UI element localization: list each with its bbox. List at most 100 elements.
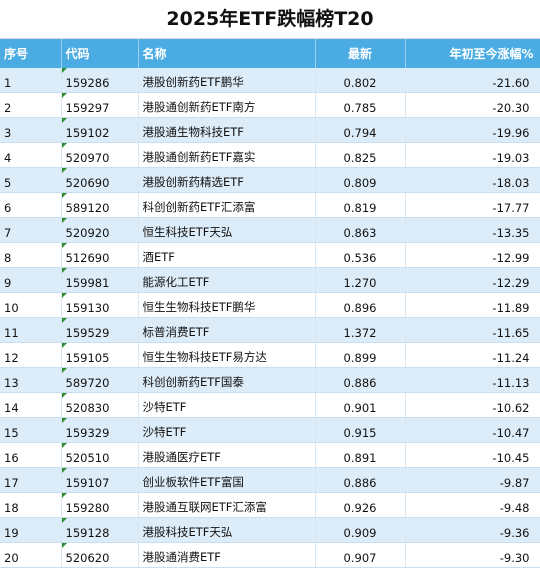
table-row[interactable]: 13 589720 科创创新药ETF国泰 0.886 -11.13 [0, 367, 540, 393]
rank-cell[interactable]: 16 [0, 442, 62, 468]
code-cell[interactable]: 512690 [61, 242, 139, 268]
latest-price-cell[interactable]: 0.886 [315, 467, 406, 493]
latest-price-cell[interactable]: 0.785 [315, 92, 406, 118]
rank-cell[interactable]: 5 [0, 167, 62, 193]
rank-cell[interactable]: 14 [0, 392, 62, 418]
name-cell[interactable]: 港股通创新药ETF嘉实 [138, 142, 316, 168]
rank-cell[interactable]: 8 [0, 242, 62, 268]
code-cell[interactable]: 589120 [61, 192, 139, 218]
name-cell[interactable]: 创业板软件ETF富国 [138, 467, 316, 493]
code-cell[interactable]: 520970 [61, 142, 139, 168]
ytd-change-cell[interactable]: -12.99 [405, 242, 540, 268]
latest-price-cell[interactable]: 0.901 [315, 392, 406, 418]
table-row[interactable]: 17 159107 创业板软件ETF富国 0.886 -9.87 [0, 467, 540, 493]
code-cell[interactable]: 159107 [61, 467, 139, 493]
table-row[interactable]: 10 159130 恒生生物科技ETF鹏华 0.896 -11.89 [0, 292, 540, 318]
table-row[interactable]: 14 520830 沙特ETF 0.901 -10.62 [0, 392, 540, 418]
ytd-change-cell[interactable]: -11.13 [405, 367, 540, 393]
latest-price-cell[interactable]: 0.802 [315, 68, 406, 93]
name-cell[interactable]: 科创创新药ETF汇添富 [138, 192, 316, 218]
ytd-change-cell[interactable]: -19.03 [405, 142, 540, 168]
name-cell[interactable]: 科创创新药ETF国泰 [138, 367, 316, 393]
ytd-change-cell[interactable]: -11.24 [405, 342, 540, 368]
code-cell[interactable]: 159529 [61, 317, 139, 343]
code-cell[interactable]: 520830 [61, 392, 139, 418]
code-cell[interactable]: 520920 [61, 217, 139, 243]
rank-cell[interactable]: 12 [0, 342, 62, 368]
latest-price-cell[interactable]: 0.926 [315, 492, 406, 518]
table-row[interactable]: 20 520620 港股通消费ETF 0.907 -9.30 [0, 542, 540, 568]
rank-cell[interactable]: 3 [0, 117, 62, 143]
latest-price-cell[interactable]: 1.270 [315, 267, 406, 293]
latest-price-cell[interactable]: 0.907 [315, 542, 406, 568]
latest-price-cell[interactable]: 0.909 [315, 517, 406, 543]
rank-cell[interactable]: 19 [0, 517, 62, 543]
name-cell[interactable]: 港股通生物科技ETF [138, 117, 316, 143]
code-cell[interactable]: 159102 [61, 117, 139, 143]
ytd-change-cell[interactable]: -10.47 [405, 417, 540, 443]
latest-price-cell[interactable]: 0.896 [315, 292, 406, 318]
name-cell[interactable]: 恒生生物科技ETF鹏华 [138, 292, 316, 318]
ytd-change-cell[interactable]: -17.77 [405, 192, 540, 218]
name-cell[interactable]: 港股创新药ETF鹏华 [138, 68, 316, 93]
table-row[interactable]: 5 520690 港股创新药精选ETF 0.809 -18.03 [0, 167, 540, 193]
table-row[interactable]: 7 520920 恒生科技ETF天弘 0.863 -13.35 [0, 217, 540, 243]
latest-price-cell[interactable]: 0.809 [315, 167, 406, 193]
table-row[interactable]: 8 512690 酒ETF 0.536 -12.99 [0, 242, 540, 268]
latest-price-cell[interactable]: 0.899 [315, 342, 406, 368]
rank-cell[interactable]: 15 [0, 417, 62, 443]
name-cell[interactable]: 港股通医疗ETF [138, 442, 316, 468]
latest-price-cell[interactable]: 0.915 [315, 417, 406, 443]
latest-price-cell[interactable]: 0.863 [315, 217, 406, 243]
table-row[interactable]: 18 159280 港股通互联网ETF汇添富 0.926 -9.48 [0, 492, 540, 518]
ytd-change-cell[interactable]: -18.03 [405, 167, 540, 193]
column-header-latest[interactable]: 最新 [315, 39, 406, 68]
ytd-change-cell[interactable]: -9.36 [405, 517, 540, 543]
column-header-rank[interactable]: 序号 [0, 39, 62, 68]
table-row[interactable]: 9 159981 能源化工ETF 1.270 -12.29 [0, 267, 540, 293]
code-cell[interactable]: 520510 [61, 442, 139, 468]
rank-cell[interactable]: 4 [0, 142, 62, 168]
code-cell[interactable]: 159981 [61, 267, 139, 293]
code-cell[interactable]: 520620 [61, 542, 139, 568]
name-cell[interactable]: 沙特ETF [138, 417, 316, 443]
name-cell[interactable]: 港股通消费ETF [138, 542, 316, 568]
code-cell[interactable]: 159297 [61, 92, 139, 118]
latest-price-cell[interactable]: 0.886 [315, 367, 406, 393]
rank-cell[interactable]: 7 [0, 217, 62, 243]
code-cell[interactable]: 589720 [61, 367, 139, 393]
ytd-change-cell[interactable]: -9.30 [405, 542, 540, 568]
rank-cell[interactable]: 10 [0, 292, 62, 318]
ytd-change-cell[interactable]: -19.96 [405, 117, 540, 143]
rank-cell[interactable]: 20 [0, 542, 62, 568]
name-cell[interactable]: 港股通创新药ETF南方 [138, 92, 316, 118]
code-cell[interactable]: 159105 [61, 342, 139, 368]
code-cell[interactable]: 159128 [61, 517, 139, 543]
code-cell[interactable]: 159286 [61, 68, 139, 93]
rank-cell[interactable]: 11 [0, 317, 62, 343]
name-cell[interactable]: 港股通互联网ETF汇添富 [138, 492, 316, 518]
table-row[interactable]: 11 159529 标普消费ETF 1.372 -11.65 [0, 317, 540, 343]
rank-cell[interactable]: 1 [0, 68, 62, 93]
ytd-change-cell[interactable]: -20.30 [405, 92, 540, 118]
rank-cell[interactable]: 13 [0, 367, 62, 393]
ytd-change-cell[interactable]: -11.89 [405, 292, 540, 318]
ytd-change-cell[interactable]: -9.87 [405, 467, 540, 493]
latest-price-cell[interactable]: 1.372 [315, 317, 406, 343]
ytd-change-cell[interactable]: -13.35 [405, 217, 540, 243]
latest-price-cell[interactable]: 0.891 [315, 442, 406, 468]
column-header-ytd-change[interactable]: 年初至今涨幅% [405, 39, 540, 68]
table-row[interactable]: 16 520510 港股通医疗ETF 0.891 -10.45 [0, 442, 540, 468]
code-cell[interactable]: 159280 [61, 492, 139, 518]
rank-cell[interactable]: 18 [0, 492, 62, 518]
name-cell[interactable]: 港股创新药精选ETF [138, 167, 316, 193]
ytd-change-cell[interactable]: -21.60 [405, 68, 540, 93]
column-header-name[interactable]: 名称 [138, 39, 316, 68]
ytd-change-cell[interactable]: -10.62 [405, 392, 540, 418]
rank-cell[interactable]: 9 [0, 267, 62, 293]
code-cell[interactable]: 159329 [61, 417, 139, 443]
name-cell[interactable]: 恒生生物科技ETF易方达 [138, 342, 316, 368]
code-cell[interactable]: 520690 [61, 167, 139, 193]
code-cell[interactable]: 159130 [61, 292, 139, 318]
ytd-change-cell[interactable]: -11.65 [405, 317, 540, 343]
